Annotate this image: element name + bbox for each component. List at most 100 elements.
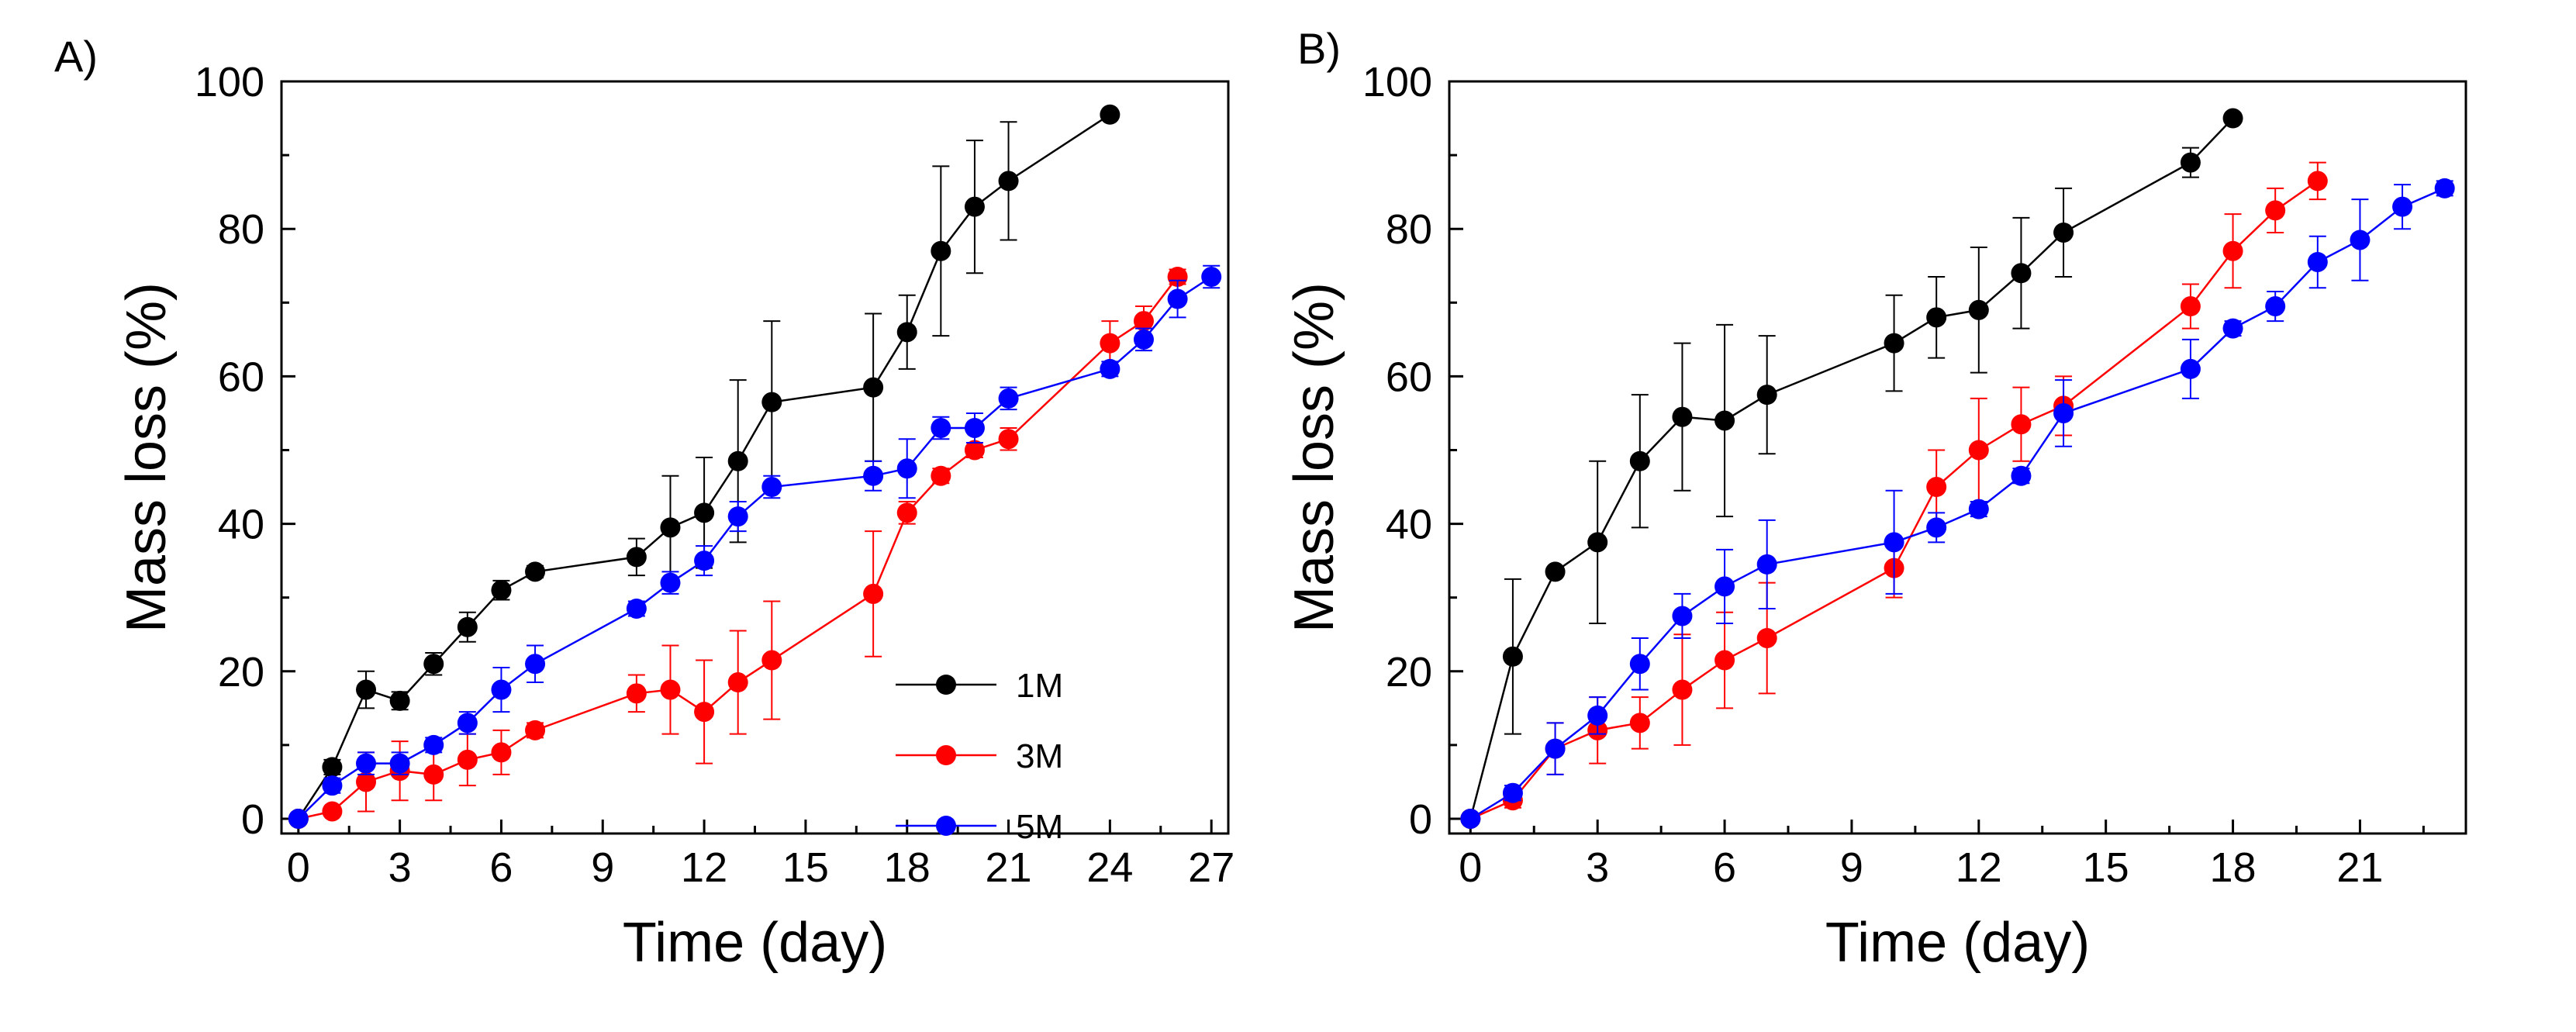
data-point-3M bbox=[931, 465, 951, 486]
data-point-5M bbox=[1502, 782, 1523, 803]
data-point-1M bbox=[356, 679, 377, 700]
data-point-5M bbox=[288, 808, 309, 829]
x-tick-label: 18 bbox=[2210, 844, 2257, 891]
x-tick-label: 27 bbox=[1188, 844, 1234, 891]
data-point-5M bbox=[389, 753, 410, 774]
x-tick-label: 3 bbox=[1586, 844, 1609, 891]
data-point-1M bbox=[457, 616, 478, 637]
series-line-5M bbox=[297, 275, 1212, 820]
data-point-5M bbox=[1756, 554, 1777, 575]
data-point-5M bbox=[457, 713, 478, 733]
data-point-3M bbox=[660, 679, 681, 700]
data-point-1M bbox=[727, 450, 748, 471]
x-tick-label: 0 bbox=[287, 844, 310, 891]
data-point-3M bbox=[356, 771, 377, 792]
data-point-5M bbox=[626, 598, 647, 619]
y-tick-label: 60 bbox=[1386, 354, 1432, 400]
data-point-3M bbox=[1968, 440, 1989, 461]
data-point-5M bbox=[1133, 329, 1154, 350]
series-line-1M bbox=[1469, 117, 2234, 820]
data-point-5M bbox=[1201, 267, 1222, 288]
data-point-1M bbox=[2053, 222, 2074, 243]
data-point-3M bbox=[761, 650, 782, 671]
data-point-5M bbox=[694, 551, 715, 571]
y-tick-label: 0 bbox=[241, 796, 264, 843]
y-tick-label: 80 bbox=[1386, 206, 1432, 253]
data-point-1M bbox=[1502, 646, 1523, 667]
data-point-5M bbox=[356, 753, 377, 774]
data-point-3M bbox=[322, 801, 343, 822]
data-point-3M bbox=[2180, 296, 2201, 317]
data-point-5M bbox=[1672, 606, 1693, 626]
panel-b-mass-loss-chart: B) 0 3 6 9 12 15 18 21 0 20 40 60 80 100 Time (day) Mass… bbox=[1288, 0, 2576, 1032]
x-tick-label: 18 bbox=[884, 844, 931, 891]
data-point-1M bbox=[931, 240, 951, 261]
panel-a-mass-loss-chart: A) 0 3 6 9 12 15 18 21 24 27 0 20 40 60 80 100 Time (day)… bbox=[54, 32, 1234, 974]
y-tick-label: 40 bbox=[218, 502, 264, 548]
data-point-3M bbox=[2265, 200, 2286, 221]
data-point-5M bbox=[2350, 230, 2371, 250]
data-point-5M bbox=[525, 654, 546, 675]
x-tick-label: 15 bbox=[2083, 844, 2129, 891]
data-point-1M bbox=[1926, 307, 1947, 328]
data-point-5M bbox=[1167, 288, 1188, 309]
data-point-1M bbox=[863, 377, 884, 398]
data-point-3M bbox=[626, 683, 647, 704]
x-tick-label: 15 bbox=[782, 844, 829, 891]
panel-b-chart-svg: B) 0 3 6 9 12 15 18 21 0 20 40 60 80 100 Time (day) Mass… bbox=[1288, 24, 2467, 974]
x-tick-label: 6 bbox=[489, 844, 513, 891]
data-point-1M bbox=[423, 654, 444, 675]
legend-marker bbox=[936, 816, 956, 836]
data-point-5M bbox=[660, 572, 681, 593]
data-point-3M bbox=[694, 702, 715, 723]
legend-label: 5M bbox=[1016, 808, 1063, 846]
data-point-5M bbox=[1884, 532, 1904, 553]
data-point-5M bbox=[1100, 358, 1121, 379]
data-point-1M bbox=[1672, 406, 1693, 427]
data-point-1M bbox=[322, 757, 343, 778]
y-tick-label: 80 bbox=[218, 206, 264, 253]
data-point-5M bbox=[2053, 402, 2074, 423]
data-point-3M bbox=[2011, 414, 2032, 435]
y-tick-label: 0 bbox=[1409, 796, 1432, 843]
data-point-1M bbox=[660, 517, 681, 538]
data-point-3M bbox=[998, 429, 1019, 450]
data-point-5M bbox=[727, 506, 748, 527]
data-point-1M bbox=[1100, 104, 1121, 125]
data-point-5M bbox=[1926, 517, 1947, 538]
y-tick-label: 100 bbox=[1362, 59, 1432, 105]
data-point-3M bbox=[1926, 477, 1947, 498]
data-point-3M bbox=[2307, 171, 2328, 192]
data-point-1M bbox=[1714, 410, 1735, 431]
data-point-1M bbox=[998, 171, 1019, 192]
legend-marker bbox=[936, 745, 956, 765]
data-point-3M bbox=[423, 764, 444, 785]
x-tick-label: 0 bbox=[1459, 844, 1482, 891]
x-tick-label: 6 bbox=[1713, 844, 1736, 891]
y-tick-label: 20 bbox=[218, 649, 264, 695]
data-point-5M bbox=[863, 465, 884, 486]
data-point-1M bbox=[2180, 152, 2201, 173]
data-point-3M bbox=[964, 440, 985, 461]
data-point-3M bbox=[491, 742, 512, 763]
data-point-1M bbox=[896, 322, 917, 343]
y-axis-title: Mass loss (%) bbox=[1288, 282, 1345, 633]
x-axis-title: Time (day) bbox=[1825, 912, 2090, 974]
data-point-5M bbox=[2011, 465, 2032, 486]
data-point-5M bbox=[2307, 251, 2328, 272]
x-tick-label: 12 bbox=[1956, 844, 2002, 891]
y-tick-label: 60 bbox=[218, 354, 264, 400]
data-point-1M bbox=[389, 690, 410, 711]
data-point-5M bbox=[998, 388, 1019, 409]
data-point-5M bbox=[491, 679, 512, 700]
data-point-1M bbox=[1968, 299, 1989, 320]
data-point-3M bbox=[1100, 333, 1121, 354]
data-point-5M bbox=[1629, 654, 1650, 675]
data-point-3M bbox=[727, 672, 748, 693]
data-point-5M bbox=[964, 417, 985, 438]
panel-label: A) bbox=[54, 32, 98, 81]
plot-frame bbox=[280, 80, 1230, 835]
data-point-3M bbox=[1167, 267, 1188, 288]
data-point-1M bbox=[491, 580, 512, 601]
data-point-5M bbox=[2434, 178, 2455, 198]
